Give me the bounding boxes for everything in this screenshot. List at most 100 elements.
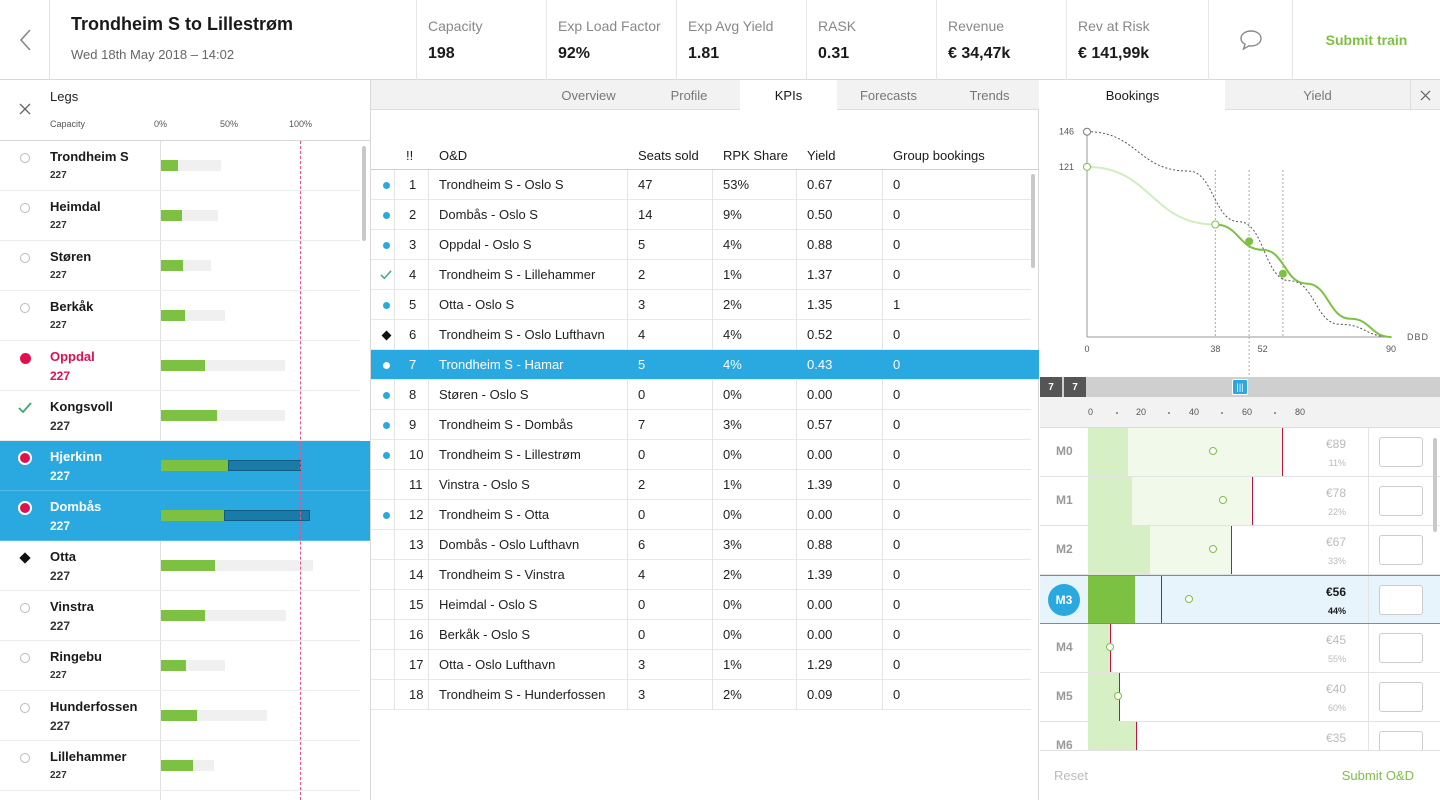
- booking-class-row[interactable]: M1 €78 22%: [1040, 477, 1440, 526]
- table-row[interactable]: 16 Berkåk - Oslo S 0 0% 0.00 0: [371, 620, 1031, 650]
- x-axis-label: DBD: [1407, 332, 1429, 342]
- table-scrollbar[interactable]: [1031, 174, 1035, 268]
- submit-od-button[interactable]: Submit O&D: [1341, 768, 1414, 783]
- table-row[interactable]: 9 Trondheim S - Dombås 7 3% 0.57 0: [371, 410, 1031, 440]
- leg-name: Ringebu: [50, 649, 102, 664]
- table-row[interactable]: 11 Vinstra - Oslo S 2 1% 1.39 0: [371, 470, 1031, 500]
- table-row[interactable]: 7 Trondheim S - Hamar 5 4% 0.43 0: [371, 350, 1039, 380]
- leg-row[interactable]: Støren 227: [0, 241, 360, 291]
- legs-scrollbar[interactable]: [362, 146, 366, 241]
- tab-profile[interactable]: Profile: [670, 87, 708, 103]
- leg-row[interactable]: Hunderfossen 227: [0, 691, 360, 741]
- booking-class-row[interactable]: M2 €67 33%: [1040, 526, 1440, 575]
- curve-point: [1245, 237, 1254, 246]
- class-price: €56: [1325, 585, 1346, 599]
- cell-yield: 0.43: [807, 357, 833, 372]
- cell-rpk-share: 0%: [723, 627, 742, 642]
- leg-name: Hunderfossen: [50, 699, 138, 714]
- leg-capacity: 227: [50, 670, 67, 681]
- cell-group-bookings: 0: [893, 567, 901, 582]
- col-rpk-share[interactable]: RPK Share: [723, 148, 789, 163]
- tab-yield[interactable]: Yield: [1303, 87, 1332, 103]
- table-row[interactable]: 2 Dombås - Oslo S 14 9% 0.50 0: [371, 200, 1031, 230]
- leg-row[interactable]: Kongsvoll 227: [0, 391, 360, 441]
- class-limit-input[interactable]: [1379, 682, 1423, 712]
- classes-scrollbar[interactable]: [1433, 438, 1437, 532]
- leg-row[interactable]: Oppdal 227: [0, 341, 360, 391]
- dbd-slider-handle[interactable]: |||: [1232, 379, 1248, 395]
- leg-row[interactable]: Dombås 227: [0, 491, 370, 541]
- tab-kpis[interactable]: KPIs: [740, 80, 837, 111]
- col-od[interactable]: O&D: [439, 148, 468, 163]
- table-row[interactable]: 1 Trondheim S - Oslo S 47 53% 0.67 0: [371, 170, 1031, 200]
- class-limit-line: [1282, 428, 1283, 476]
- cell-od: Vinstra - Oslo S: [439, 477, 530, 492]
- leg-name: Vinstra: [50, 599, 94, 614]
- leg-row[interactable]: Berkåk 227: [0, 291, 360, 341]
- booking-class-row[interactable]: M0 €89 11%: [1040, 428, 1440, 477]
- kpi-label: Exp Avg Yield: [688, 18, 774, 34]
- tab-overview[interactable]: Overview: [561, 87, 616, 103]
- close-panel-button[interactable]: [1410, 80, 1440, 110]
- table-row[interactable]: 17 Otta - Oslo Lufthavn 3 1% 1.29 0: [371, 650, 1031, 680]
- table-row[interactable]: 8 Støren - Oslo S 0 0% 0.00 0: [371, 380, 1031, 410]
- booking-class-row[interactable]: M4 €45 55%: [1040, 624, 1440, 673]
- table-row[interactable]: 3 Oppdal - Oslo S 5 4% 0.88 0: [371, 230, 1031, 260]
- leg-row[interactable]: Ringebu 227: [0, 641, 360, 691]
- table-row[interactable]: 15 Heimdal - Oslo S 0 0% 0.00 0: [371, 590, 1031, 620]
- back-button[interactable]: [0, 0, 50, 80]
- table-row[interactable]: 5 Otta - Oslo S 3 2% 1.35 1: [371, 290, 1031, 320]
- close-legs-button[interactable]: [16, 100, 34, 118]
- col-yield[interactable]: Yield: [807, 148, 836, 163]
- cell-index: 12: [409, 507, 424, 522]
- table-row[interactable]: 10 Trondheim S - Lillestrøm 0 0% 0.00 0: [371, 440, 1031, 470]
- cell-rpk-share: 0%: [723, 387, 742, 402]
- class-limit-input[interactable]: [1379, 535, 1423, 565]
- leg-name: Dombås: [50, 499, 102, 514]
- class-limit-input[interactable]: [1379, 486, 1423, 516]
- class-forecast-marker: [1114, 692, 1122, 700]
- leg-name: Kongsvoll: [50, 399, 113, 414]
- cell-index: 1: [409, 177, 417, 192]
- table-row[interactable]: 6 Trondheim S - Oslo Lufthavn 4 4% 0.52 0: [371, 320, 1031, 350]
- leg-row[interactable]: Heimdal 227: [0, 191, 360, 241]
- class-limit-input[interactable]: [1379, 585, 1423, 615]
- class-limit-input[interactable]: [1379, 437, 1423, 467]
- tab-forecasts[interactable]: Forecasts: [859, 87, 918, 103]
- leg-capacity: 227: [50, 569, 71, 583]
- class-name: M5: [1056, 689, 1073, 703]
- leg-row[interactable]: Lillehammer 227: [0, 741, 360, 791]
- cell-od: Otta - Oslo S: [439, 297, 515, 312]
- class-name: M6: [1056, 738, 1073, 752]
- table-row[interactable]: 14 Trondheim S - Vinstra 4 2% 1.39 0: [371, 560, 1031, 590]
- dbd-slider[interactable]: 7 7 |||: [1040, 377, 1440, 397]
- reset-button[interactable]: Reset: [1054, 768, 1088, 783]
- col-seats-sold[interactable]: Seats sold: [638, 148, 699, 163]
- class-limit-input[interactable]: [1379, 633, 1423, 663]
- cell-rpk-share: 2%: [723, 297, 742, 312]
- tab-bookings[interactable]: Bookings: [1040, 80, 1225, 111]
- table-row[interactable]: 12 Trondheim S - Otta 0 0% 0.00 0: [371, 500, 1031, 530]
- check-icon: [379, 260, 393, 290]
- cell-seats-sold: 0: [638, 627, 646, 642]
- leg-name: Hjerkinn: [50, 449, 103, 464]
- class-percent: 60%: [1327, 703, 1346, 713]
- table-header: !! O&D Seats sold RPK Share Yield Group …: [371, 140, 1039, 170]
- cell-yield: 0.52: [807, 327, 833, 342]
- submit-train-button[interactable]: Submit train: [1325, 32, 1408, 48]
- table-row[interactable]: 4 Trondheim S - Lillehammer 2 1% 1.37 0: [371, 260, 1031, 290]
- panel-footer: Reset Submit O&D: [1040, 750, 1440, 800]
- leg-row[interactable]: Hjerkinn 227: [0, 441, 370, 491]
- table-row[interactable]: 18 Trondheim S - Hunderfossen 3 2% 0.09 0: [371, 680, 1031, 710]
- tab-trends[interactable]: Trends: [969, 87, 1010, 103]
- cell-rpk-share: 2%: [723, 567, 742, 582]
- leg-row[interactable]: Trondheim S 227: [0, 141, 360, 191]
- col-group-bookings[interactable]: Group bookings: [893, 148, 985, 163]
- leg-row[interactable]: Vinstra 227: [0, 591, 360, 641]
- col-flag[interactable]: !!: [406, 148, 414, 163]
- comment-button[interactable]: [1208, 0, 1293, 80]
- leg-row[interactable]: Otta 227: [0, 541, 360, 591]
- booking-class-row[interactable]: M5 €40 60%: [1040, 673, 1440, 722]
- booking-class-row[interactable]: M3 €56 44%: [1040, 575, 1440, 624]
- table-row[interactable]: 13 Dombås - Oslo Lufthavn 6 3% 0.88 0: [371, 530, 1031, 560]
